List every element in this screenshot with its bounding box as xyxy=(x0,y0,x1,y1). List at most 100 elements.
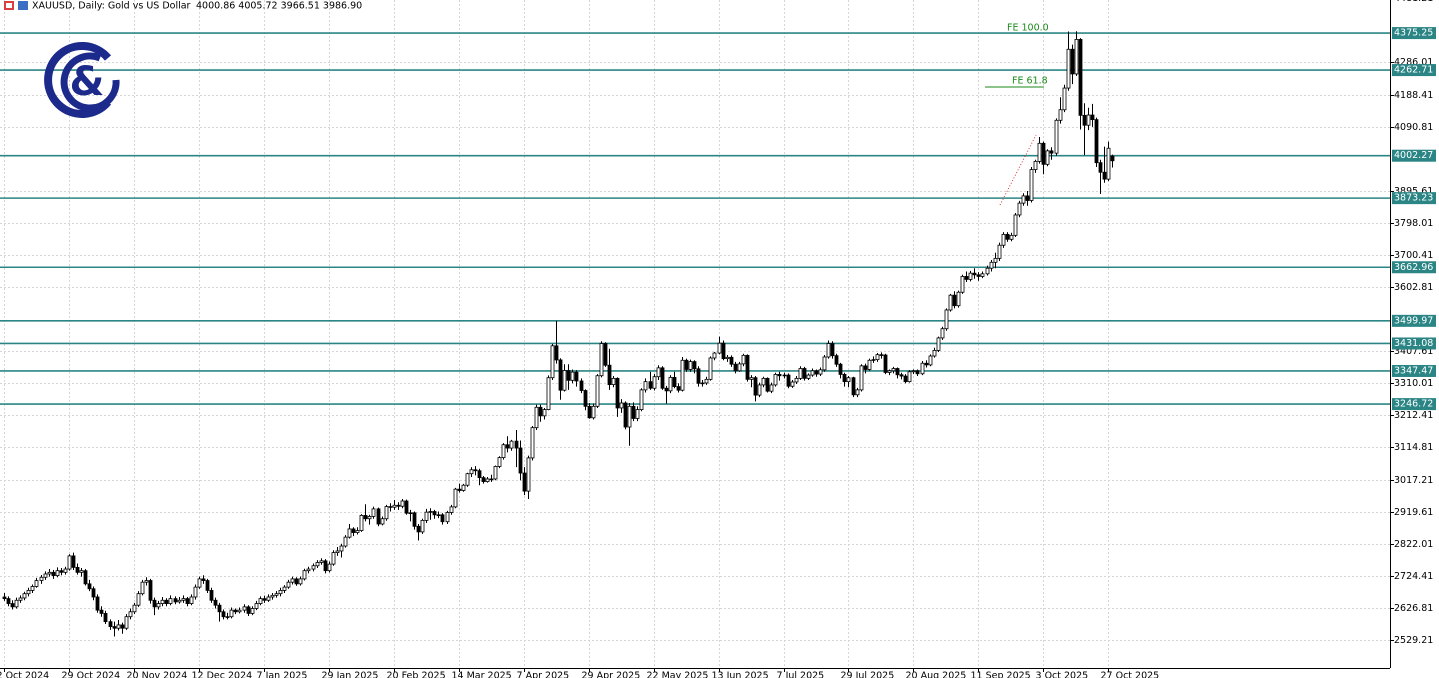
candle-body xyxy=(497,457,502,467)
candle-body xyxy=(928,355,933,366)
candle-body xyxy=(810,370,815,376)
x-tick-label: 2 Oct 2024 xyxy=(0,671,49,678)
candle-body xyxy=(1058,109,1063,121)
candle-body xyxy=(725,356,730,360)
candle-body xyxy=(51,571,56,577)
candle-body xyxy=(806,374,811,379)
candle-body xyxy=(95,596,100,611)
candle-body xyxy=(940,328,945,339)
candle-body xyxy=(948,294,953,311)
candle-body xyxy=(286,581,291,588)
candle-body xyxy=(936,337,941,351)
candle-body xyxy=(351,528,356,533)
candle-body xyxy=(290,578,295,583)
candle-body xyxy=(1033,160,1038,170)
candle-body xyxy=(700,382,705,385)
candle-body xyxy=(274,593,279,596)
candle-body xyxy=(802,368,807,379)
candle-body xyxy=(794,377,799,383)
candle-body xyxy=(704,378,709,384)
candle-body xyxy=(587,405,592,419)
candle-body xyxy=(924,362,929,366)
candle-body xyxy=(1110,155,1115,162)
level-label-box xyxy=(1392,398,1436,411)
candle-body xyxy=(1005,233,1010,240)
candle-body xyxy=(579,380,584,391)
candle-body xyxy=(136,593,141,606)
y-tick-label: 4481.21 xyxy=(1394,0,1433,4)
level-label-box xyxy=(1392,261,1436,274)
candle-body xyxy=(229,609,234,618)
candle-body xyxy=(607,364,612,386)
candle-body xyxy=(461,484,466,491)
candle-body xyxy=(643,381,648,391)
candle-body xyxy=(501,444,506,458)
candle-body xyxy=(380,518,385,525)
candle-body xyxy=(980,273,985,277)
candle-body xyxy=(879,354,884,356)
candle-body xyxy=(753,377,758,396)
candle-body xyxy=(944,309,949,330)
candle-body xyxy=(428,511,433,513)
candle-body xyxy=(729,356,734,365)
candle-body xyxy=(246,606,251,614)
x-tick-label: 27 Oct 2025 xyxy=(1101,671,1160,678)
candle-body xyxy=(457,488,462,491)
candle-body xyxy=(71,555,76,568)
x-tick-label: 3 Oct 2025 xyxy=(1036,671,1089,678)
candle-body xyxy=(761,377,766,386)
candle-body xyxy=(855,389,860,396)
candle-body xyxy=(164,599,169,604)
candle-body xyxy=(745,354,750,380)
annotation: FE 100.0 xyxy=(1007,23,1049,34)
candle-body xyxy=(197,578,202,588)
candle-body xyxy=(1021,195,1026,204)
candle-body xyxy=(221,611,226,618)
candle-body xyxy=(668,376,673,392)
candle-body xyxy=(278,590,283,595)
candle-body xyxy=(420,519,425,533)
candle-body xyxy=(1054,119,1059,154)
candle-body xyxy=(128,611,133,618)
x-tick-label: 20 Feb 2025 xyxy=(387,671,446,678)
candle-body xyxy=(75,566,80,573)
candle-body xyxy=(469,469,474,475)
candle-body xyxy=(335,550,340,554)
candle-body xyxy=(591,405,596,419)
candle-body xyxy=(254,603,259,609)
candle-body xyxy=(67,555,72,570)
candle-body xyxy=(2,596,7,600)
level-label: 3873.23 xyxy=(1394,193,1433,204)
candle-body xyxy=(688,361,693,370)
candle-body xyxy=(396,504,401,507)
y-tick-label: 4286.01 xyxy=(1394,57,1433,68)
candle-body xyxy=(298,578,303,585)
candle-body xyxy=(883,354,888,373)
candle-body xyxy=(505,444,510,449)
candle-body xyxy=(871,359,876,361)
candle-body xyxy=(270,594,275,598)
logo-arc xyxy=(60,52,120,112)
candle-body xyxy=(1082,114,1087,126)
candle-body xyxy=(185,598,190,604)
candle-body xyxy=(34,580,39,587)
candle-body xyxy=(680,359,685,391)
candle-body xyxy=(258,598,263,604)
candle-body xyxy=(851,377,856,396)
candle-body xyxy=(363,515,368,520)
y-tick-label: 2529.21 xyxy=(1394,635,1433,646)
candle-body xyxy=(225,616,230,618)
level-label-box xyxy=(1392,149,1436,162)
candle-body xyxy=(449,506,454,513)
candle-body xyxy=(156,603,161,608)
candle-body xyxy=(562,370,567,391)
candle-body xyxy=(717,342,722,354)
levels xyxy=(0,32,1390,405)
candle-body xyxy=(631,405,636,419)
candle-body xyxy=(262,598,267,601)
candles xyxy=(2,31,1115,637)
y-tick-label: 3017.21 xyxy=(1394,475,1433,486)
level-label-box xyxy=(1392,364,1436,377)
grid xyxy=(0,0,1390,668)
y-tick-label: 4188.41 xyxy=(1394,90,1433,101)
